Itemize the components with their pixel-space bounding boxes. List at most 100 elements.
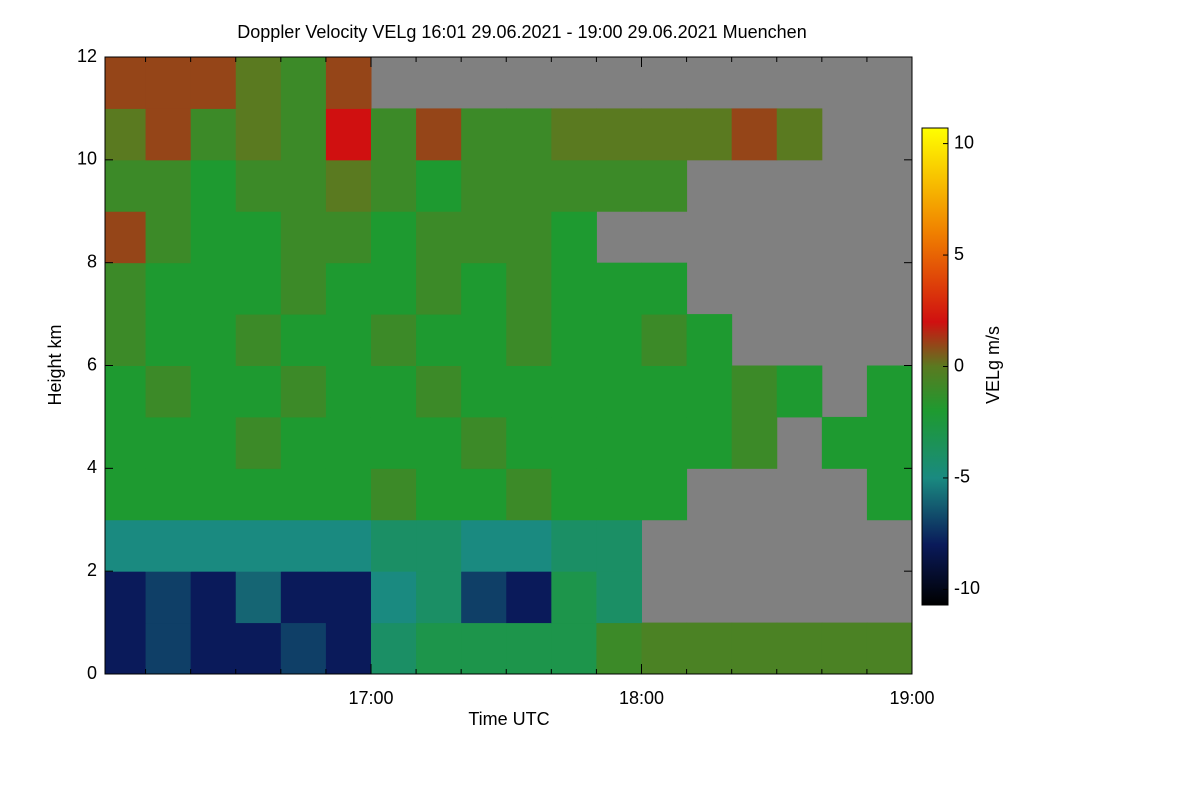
heatmap-cell	[280, 571, 327, 624]
heatmap-cell	[325, 211, 372, 264]
heatmap-cell	[280, 314, 327, 366]
heatmap-cell	[416, 416, 462, 469]
heatmap-cell	[190, 468, 237, 521]
heatmap-cell	[280, 519, 327, 572]
heatmap-cell	[235, 365, 282, 418]
heatmap-cell	[325, 57, 372, 109]
heatmap-cell	[866, 365, 913, 418]
heatmap-cell	[105, 262, 147, 315]
heatmap-cell	[596, 108, 642, 161]
heatmap-cell	[370, 571, 417, 624]
heatmap-cell	[596, 314, 642, 366]
heatmap-cell	[686, 416, 733, 469]
heatmap-cell	[190, 262, 237, 315]
heatmap-cell	[461, 108, 507, 161]
heatmap-cell	[190, 314, 237, 366]
heatmap-cell	[596, 159, 642, 212]
heatmap-cell	[551, 262, 597, 315]
heatmap-cell	[325, 519, 372, 572]
heatmap-cell	[596, 365, 642, 418]
heatmap-cell	[551, 108, 597, 161]
heatmap-cell	[105, 57, 147, 109]
heatmap-cell	[280, 622, 327, 675]
heatmap-cell	[551, 416, 597, 469]
heatmap-cell	[461, 365, 507, 418]
heatmap-cell	[686, 365, 733, 418]
heatmap-cell	[776, 108, 823, 161]
y-tick-label: 2	[87, 560, 97, 580]
heatmap-cell	[105, 416, 147, 469]
heatmap-cell	[731, 622, 778, 675]
colorbar-tick-label: 5	[954, 244, 964, 264]
heatmap-cell	[731, 365, 778, 418]
heatmap-cell	[280, 468, 327, 521]
heatmap-cell	[280, 211, 327, 264]
heatmap-cell	[416, 108, 462, 161]
heatmap-cell	[235, 519, 282, 572]
heatmap-cell	[461, 314, 507, 366]
heatmap-cell	[235, 571, 282, 624]
heatmap-cell	[370, 314, 417, 366]
heatmap-cell	[325, 314, 372, 366]
heatmap-cell	[235, 159, 282, 212]
heatmap-cell	[866, 622, 913, 675]
heatmap-cell	[145, 57, 192, 109]
heatmap-cell	[325, 571, 372, 624]
heatmap-cell	[370, 519, 417, 572]
heatmap-cell	[325, 468, 372, 521]
heatmap-cell	[370, 416, 417, 469]
heatmap-cell	[325, 365, 372, 418]
heatmap-cell	[235, 416, 282, 469]
heatmap-cell	[235, 211, 282, 264]
heatmap-cell	[325, 262, 372, 315]
y-tick-label: 6	[87, 354, 97, 374]
heatmap-cell	[596, 468, 642, 521]
heatmap-cell	[416, 262, 462, 315]
heatmap-cell	[506, 416, 552, 469]
x-axis-label: Time UTC	[468, 709, 549, 729]
heatmap-cell	[551, 365, 597, 418]
heatmap-cell	[821, 416, 868, 469]
heatmap-cell	[105, 365, 147, 418]
heatmap-cell	[596, 416, 642, 469]
heatmap-cell	[235, 57, 282, 109]
heatmap-cell	[280, 108, 327, 161]
heatmap-cell	[145, 314, 192, 366]
heatmap-cell	[461, 622, 507, 675]
heatmap-cell	[461, 159, 507, 212]
heatmap-cell	[145, 416, 192, 469]
colorbar-tick-label: 0	[954, 355, 964, 375]
heatmap-cell	[776, 365, 823, 418]
heatmap-cell	[190, 622, 237, 675]
heatmap-cell	[686, 108, 733, 161]
heatmap-cell	[506, 159, 552, 212]
heatmap-cell	[551, 159, 597, 212]
x-tick-label: 18:00	[619, 688, 664, 708]
heatmap-cell	[190, 571, 237, 624]
heatmap-cell	[776, 622, 823, 675]
heatmap-cell	[105, 108, 147, 161]
heatmap-cell	[506, 108, 552, 161]
heatmap-cell	[235, 108, 282, 161]
heatmap-cell	[866, 468, 913, 521]
heatmap-cell	[416, 622, 462, 675]
heatmap-cell	[235, 468, 282, 521]
heatmap-cell	[105, 571, 147, 624]
heatmap-cell	[325, 108, 372, 161]
x-tick-label: 17:00	[348, 688, 393, 708]
heatmap-cell	[105, 159, 147, 212]
heatmap-cell	[596, 519, 642, 572]
heatmap-cell	[416, 314, 462, 366]
heatmap-cell	[416, 211, 462, 264]
heatmap-cell	[325, 416, 372, 469]
heatmap-cell	[461, 211, 507, 264]
heatmap-cell	[641, 314, 688, 366]
heatmap-cell	[416, 468, 462, 521]
heatmap-cell	[190, 108, 237, 161]
heatmap-cell	[190, 519, 237, 572]
heatmap-cell	[686, 622, 733, 675]
heatmap-cell	[145, 262, 192, 315]
heatmap-cell	[105, 519, 147, 572]
heatmap-cell	[506, 519, 552, 572]
